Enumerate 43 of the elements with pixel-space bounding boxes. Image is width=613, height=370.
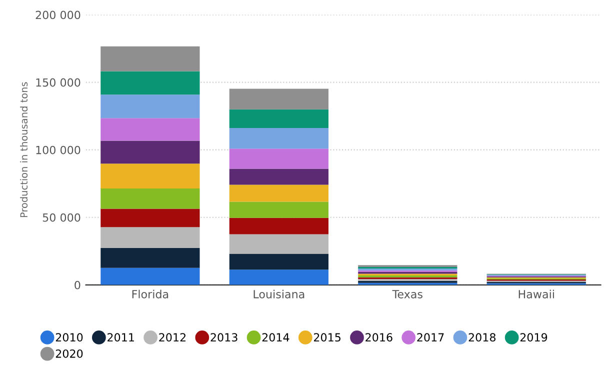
y-axis-title: Production in thousand tons [20, 82, 28, 218]
y-tick-label: 0 [74, 280, 80, 290]
legend-label: 2016 [366, 333, 392, 342]
bar [100, 164, 200, 188]
bar [229, 270, 328, 285]
legend-label: 2014 [262, 333, 290, 342]
bar [100, 208, 200, 228]
y-tick-label: 100 000 [36, 146, 80, 154]
legend-label: 2017 [417, 333, 444, 342]
bar [229, 218, 328, 234]
legend-label: 2012 [159, 333, 186, 342]
x-tick-label: Louisiana [254, 290, 304, 298]
bar [229, 184, 328, 202]
bar [100, 188, 200, 209]
legend-label: 2019 [520, 333, 548, 342]
bar [229, 202, 328, 218]
bar [229, 168, 328, 185]
bar [229, 128, 328, 149]
legend-label: 2018 [468, 333, 496, 342]
legend-label: 2013 [210, 333, 238, 342]
bar [100, 94, 200, 118]
bar [229, 254, 328, 270]
bar [100, 118, 200, 141]
bar [100, 140, 200, 164]
legend-label: 2010 [56, 333, 83, 342]
bar [100, 248, 200, 268]
legend-label: 2011 [108, 333, 134, 342]
bar [100, 71, 200, 95]
legend-label: 2015 [314, 333, 340, 342]
bar [229, 234, 328, 254]
legend-label: 2020 [56, 349, 83, 358]
bar [229, 109, 328, 128]
bar [100, 227, 200, 248]
y-tick-label: 200 000 [36, 10, 80, 20]
bar [229, 88, 328, 110]
x-tick-label: Texas [392, 290, 422, 298]
bar [100, 268, 200, 285]
bar [100, 46, 200, 72]
x-tick-label: Hawaii [518, 290, 554, 298]
bar [229, 148, 328, 169]
y-tick-label: 50 000 [42, 213, 80, 222]
y-tick-label: 150 000 [36, 78, 80, 87]
x-tick-label: Florida [132, 290, 168, 298]
